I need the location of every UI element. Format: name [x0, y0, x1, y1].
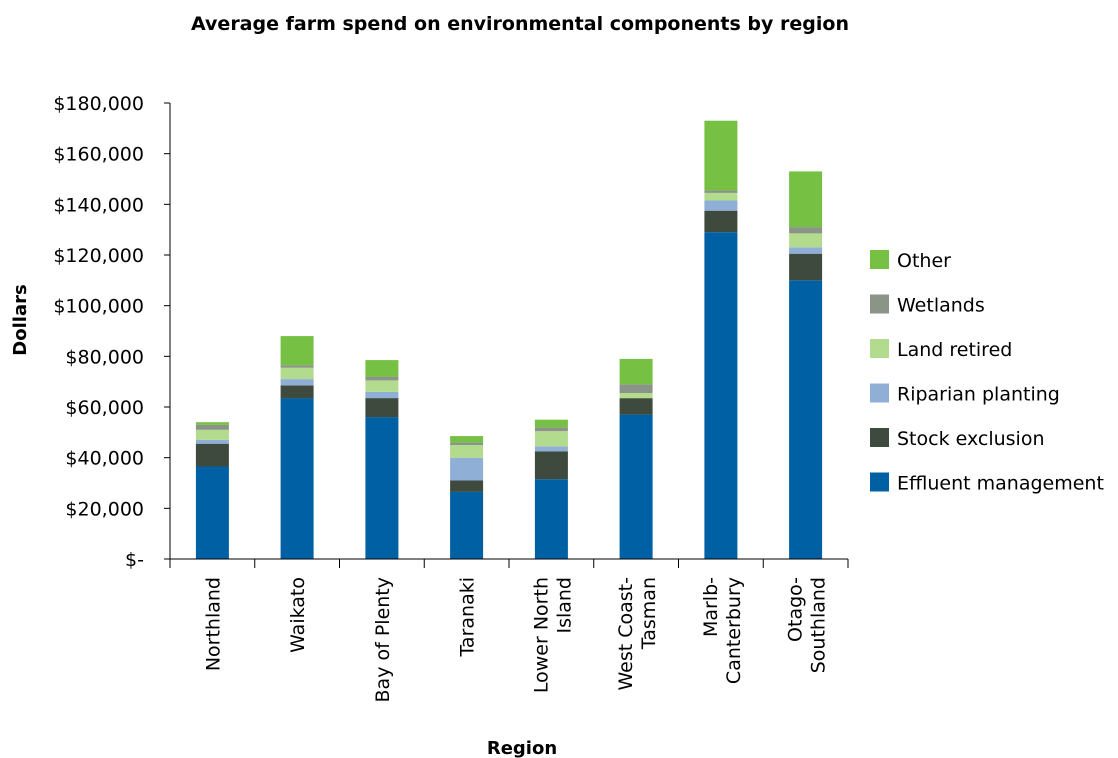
y-tick-label: $160,000 [53, 144, 144, 166]
bar-segment-4-3 [534, 431, 568, 447]
bar-segment-2-1 [365, 398, 399, 418]
legend-label: Effluent management [897, 473, 1104, 495]
bar-segment-0-4 [195, 424, 229, 430]
legend-swatch [870, 250, 889, 269]
bar-segment-1-4 [280, 365, 314, 368]
bar-segment-0-0 [195, 466, 229, 559]
bar-segment-3-4 [450, 442, 484, 445]
y-axis-title: Dollars [10, 284, 31, 355]
y-tick-label: $120,000 [53, 245, 144, 267]
bar-segment-4-1 [534, 451, 568, 480]
bar-segment-4-0 [534, 479, 568, 559]
bar-segment-3-2 [450, 457, 484, 481]
bar-segment-0-1 [195, 443, 229, 467]
bar-segment-2-5 [365, 360, 399, 377]
y-tick-label: $140,000 [53, 194, 144, 216]
legend: Other Wetlands Land retired Riparian planti… [870, 250, 1104, 495]
bar-segment-7-3 [789, 233, 823, 248]
legend-swatch [870, 339, 889, 358]
bar-segment-5-1 [619, 398, 653, 415]
bar-segment-7-4 [789, 227, 823, 234]
bar-segment-6-1 [704, 210, 738, 233]
bar-segment-2-2 [365, 391, 399, 399]
legend-swatch [870, 383, 889, 403]
legend-label: Riparian planting [897, 384, 1060, 406]
bar-segment-6-2 [704, 200, 738, 211]
x-tick-label: Bay of Plenty [372, 577, 394, 702]
bar-segment-3-1 [450, 480, 484, 492]
x-axis-title: Region [487, 738, 557, 758]
bar-segment-7-5 [789, 171, 823, 228]
bar-segment-5-5 [619, 358, 653, 385]
y-tick-label: $20,000 [65, 498, 144, 520]
bar-segment-7-0 [789, 280, 823, 559]
bar-segment-2-4 [365, 376, 399, 381]
bar-segment-1-0 [280, 398, 314, 559]
bar-segment-4-2 [534, 446, 568, 452]
x-tick-label: Otago-Southland [785, 577, 830, 673]
bar-segment-0-3 [195, 429, 229, 440]
y-tick-label: $40,000 [65, 448, 144, 470]
legend-label: Land retired [897, 339, 1012, 361]
bar-segment-7-1 [789, 253, 823, 281]
bar-segment-5-4 [619, 384, 653, 394]
legend-swatch [870, 428, 889, 447]
legend-swatch [870, 294, 889, 314]
y-tick-label: $100,000 [53, 296, 144, 318]
y-tick-label: $60,000 [65, 397, 144, 419]
bar-segment-7-2 [789, 247, 823, 254]
bar-segment-3-5 [450, 436, 484, 443]
bar-segment-4-5 [534, 419, 568, 428]
bar-segment-0-5 [195, 422, 229, 425]
bar-segment-6-5 [704, 120, 738, 191]
bar-segment-2-3 [365, 380, 399, 392]
y-tick-label: $- [125, 549, 144, 571]
bar-segment-3-0 [450, 491, 484, 559]
chart-title: Average farm spend on environmental comp… [191, 13, 849, 35]
x-tick-label: West Coast-Tasman [615, 577, 660, 691]
bar-segment-2-0 [365, 417, 399, 559]
x-tick-label: Marlb-Canterbury [700, 577, 745, 684]
bar-segment-6-3 [704, 192, 738, 201]
bar-segment-3-3 [450, 445, 484, 458]
x-tick-label: Northland [202, 577, 224, 671]
bar-segment-4-4 [534, 427, 568, 432]
bars-group [195, 120, 823, 559]
bar-segment-6-4 [704, 190, 738, 193]
x-tick-label: Waikato [287, 577, 309, 653]
legend-label: Other [897, 250, 951, 272]
bar-segment-1-5 [280, 336, 314, 366]
x-tick-label: Lower NorthIsland [530, 577, 575, 693]
bar-segment-6-0 [704, 232, 738, 559]
bar-segment-1-2 [280, 379, 314, 386]
legend-label: Wetlands [897, 295, 985, 317]
y-tick-label: $180,000 [53, 93, 144, 115]
legend-swatch [870, 472, 889, 492]
y-tick-label: $80,000 [65, 346, 144, 368]
bar-segment-1-1 [280, 385, 314, 399]
bar-segment-0-2 [195, 439, 229, 444]
axes-group: $- $20,000 $40,000 $60,000 $80,000 $100,000 $1… [53, 93, 849, 702]
bar-segment-5-3 [619, 393, 653, 399]
legend-label: Stock exclusion [897, 428, 1045, 450]
bar-segment-5-0 [619, 414, 653, 559]
bar-segment-1-3 [280, 367, 314, 380]
x-tick-label: Taranaki [457, 577, 479, 658]
